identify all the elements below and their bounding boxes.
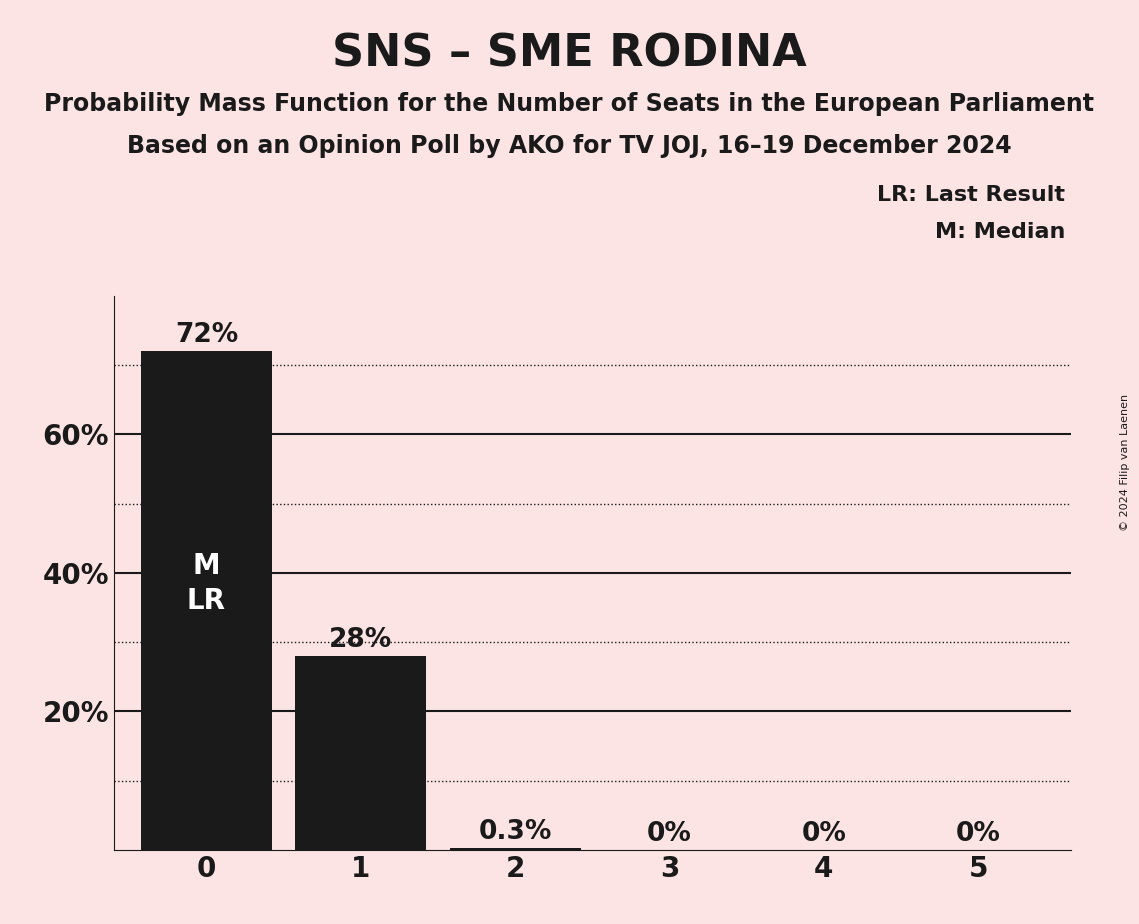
Bar bbox=[141, 351, 272, 850]
Text: SNS – SME RODINA: SNS – SME RODINA bbox=[333, 32, 806, 76]
Text: Probability Mass Function for the Number of Seats in the European Parliament: Probability Mass Function for the Number… bbox=[44, 92, 1095, 116]
Text: LR: LR bbox=[187, 587, 226, 614]
Text: 72%: 72% bbox=[175, 322, 238, 347]
Text: M: Median: M: Median bbox=[935, 222, 1065, 242]
Text: 0%: 0% bbox=[956, 821, 1000, 846]
Bar bbox=[295, 656, 426, 850]
Text: 0.3%: 0.3% bbox=[478, 819, 551, 845]
Text: 0%: 0% bbox=[647, 821, 691, 846]
Text: © 2024 Filip van Laenen: © 2024 Filip van Laenen bbox=[1121, 394, 1130, 530]
Text: 0%: 0% bbox=[802, 821, 846, 846]
Text: LR: Last Result: LR: Last Result bbox=[877, 185, 1065, 205]
Bar bbox=[450, 848, 581, 850]
Text: 28%: 28% bbox=[329, 626, 393, 652]
Text: M: M bbox=[192, 552, 220, 580]
Text: Based on an Opinion Poll by AKO for TV JOJ, 16–19 December 2024: Based on an Opinion Poll by AKO for TV J… bbox=[128, 134, 1011, 158]
